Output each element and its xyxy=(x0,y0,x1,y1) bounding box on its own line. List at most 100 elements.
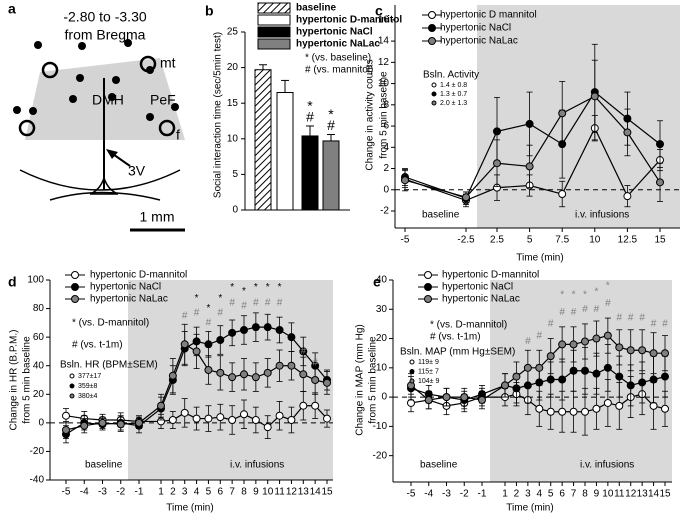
x-tick-label: -4 xyxy=(424,489,433,500)
y-tick-label: 16 xyxy=(378,15,390,26)
baseline-stat: 1.4 ± 0.8 xyxy=(440,82,467,89)
annotation: * xyxy=(572,289,576,300)
x-tick-label: 2.5 xyxy=(490,235,504,246)
marker xyxy=(98,418,107,427)
marker xyxy=(240,410,248,419)
marker xyxy=(263,423,272,432)
y-tick-label: 20 xyxy=(33,389,45,400)
marker xyxy=(535,363,544,372)
marker xyxy=(661,349,669,358)
stats-title: Bsln. MAP (mm Hg±SEM) xyxy=(400,347,515,358)
marker xyxy=(287,333,296,342)
marker xyxy=(180,340,189,349)
x-tick-label: 10 xyxy=(589,235,601,246)
x-tick-label: 12 xyxy=(286,487,298,498)
marker xyxy=(180,408,189,417)
marker xyxy=(228,416,237,424)
marker xyxy=(428,37,436,45)
region-label: baseline xyxy=(422,210,460,221)
panel-label: c xyxy=(375,3,383,19)
marker xyxy=(512,372,521,381)
marker xyxy=(546,375,555,384)
scale-label: 1 mm xyxy=(140,209,175,225)
annotation: * xyxy=(254,282,258,293)
y-axis-label: from 5 min baseline xyxy=(368,336,379,424)
marker xyxy=(157,401,165,410)
annotation: # xyxy=(327,117,335,133)
marker xyxy=(71,295,79,303)
marker xyxy=(216,336,225,344)
annotation: # xyxy=(194,307,200,318)
annotation: * xyxy=(206,303,210,314)
marker xyxy=(401,176,409,185)
marker xyxy=(431,82,437,88)
marker xyxy=(204,340,213,349)
marker xyxy=(592,369,601,378)
x-tick-label: -1 xyxy=(135,487,144,498)
annotation: # xyxy=(594,304,600,315)
marker xyxy=(428,11,436,19)
baseline-stat: 1.3 ± 0.7 xyxy=(440,91,467,98)
y-tick-label: -20 xyxy=(373,450,388,461)
marker xyxy=(603,398,612,407)
x-tick-label: 8 xyxy=(241,487,247,498)
marker xyxy=(558,375,567,384)
baseline-stat: 104± 9 xyxy=(418,378,439,385)
x-tick-label: 10 xyxy=(262,487,274,498)
annotation: # xyxy=(218,307,224,318)
shaded-region xyxy=(477,5,680,228)
legend-label: hypertonic NaCl xyxy=(442,282,513,293)
marker xyxy=(581,366,589,375)
label: 3V xyxy=(128,163,146,179)
y-tick-label: 8 xyxy=(383,99,389,110)
marker xyxy=(569,366,578,375)
marker xyxy=(168,416,177,424)
marker xyxy=(638,346,647,355)
y-tick-label: 14 xyxy=(378,36,390,47)
x-tick-label: 15 xyxy=(654,235,666,246)
note: * (vs. D-mannitol) xyxy=(72,318,149,329)
x-tick-label: 2 xyxy=(170,487,176,498)
note: * (vs. baseline) xyxy=(305,53,371,64)
panel-label: d xyxy=(8,274,17,290)
marker xyxy=(623,192,632,201)
y-tick-label: -10 xyxy=(373,421,388,432)
marker xyxy=(431,91,437,97)
legend-label: hypertonic NaLac xyxy=(440,36,518,47)
marker xyxy=(603,331,612,340)
title: from Bregma xyxy=(65,27,146,43)
annotation: * xyxy=(328,106,334,122)
y-tick-label: 100 xyxy=(27,275,44,286)
annotation: # xyxy=(312,357,318,368)
marker xyxy=(407,398,415,407)
x-tick-label: 1 xyxy=(158,487,164,498)
marker xyxy=(62,426,70,434)
marker xyxy=(615,401,624,410)
x-tick-label: 13 xyxy=(298,487,310,498)
marker xyxy=(558,340,567,349)
rings xyxy=(18,55,176,137)
bar xyxy=(301,135,319,211)
marker xyxy=(228,328,237,337)
marker xyxy=(204,366,213,374)
marker xyxy=(116,420,125,429)
marker xyxy=(263,368,272,377)
legend-swatch xyxy=(257,2,291,14)
baseline-stat: 359±8 xyxy=(78,383,98,390)
marker xyxy=(442,393,451,402)
series-line xyxy=(404,95,661,198)
y-tick-label: 20 xyxy=(376,333,388,344)
region-label: baseline xyxy=(420,460,458,471)
x-tick-label: -2 xyxy=(116,487,125,498)
annotation: * xyxy=(278,282,282,293)
x-tick-label: 14 xyxy=(648,489,660,500)
marker xyxy=(626,381,635,390)
x-tick-label: -3 xyxy=(98,487,107,498)
annotation: * xyxy=(230,282,234,293)
marker xyxy=(649,349,658,358)
x-tick-label: 12 xyxy=(625,489,637,500)
marker xyxy=(323,378,331,387)
marker xyxy=(80,421,89,430)
annotation: # xyxy=(582,304,588,315)
